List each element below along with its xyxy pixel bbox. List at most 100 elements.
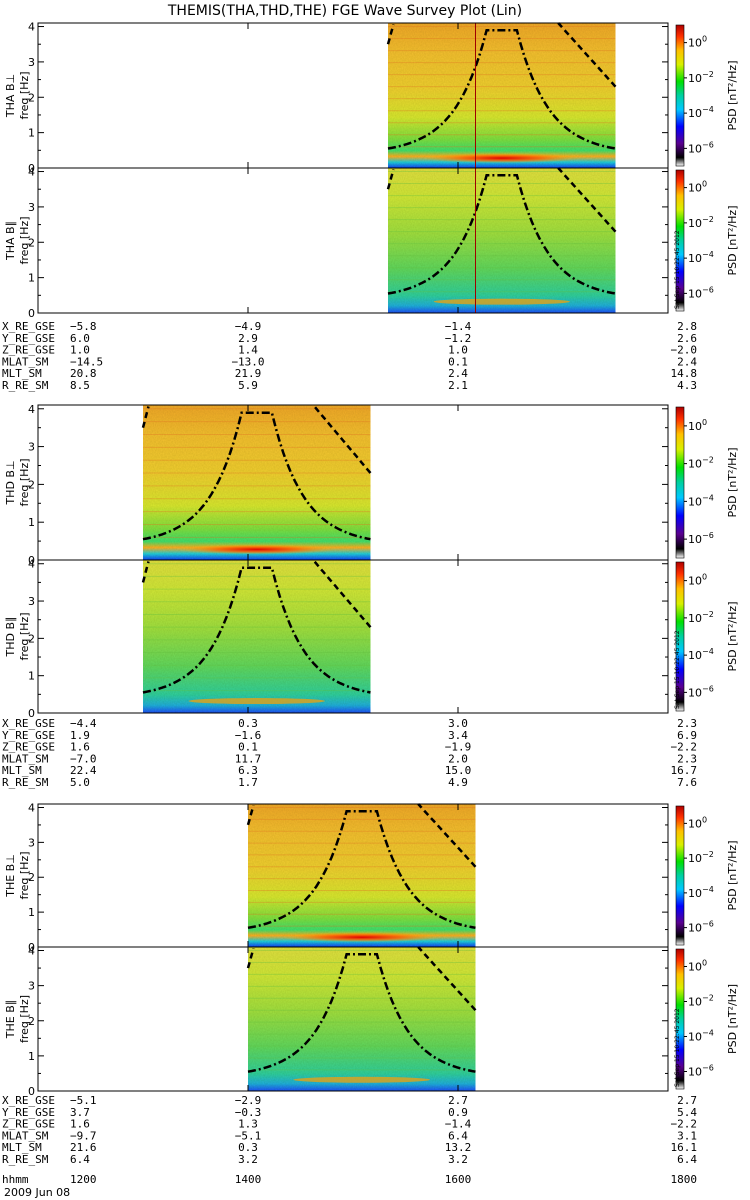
panel-frame	[37, 946, 669, 1092]
timestamp-stamp: Sat Sep 15 10:22:45 2012	[674, 230, 681, 309]
y-tick-label: 3	[28, 595, 35, 608]
ephemeris-value: 5.4	[677, 1106, 697, 1119]
colorbar-tick-label: 10−2	[688, 850, 714, 865]
ephemeris-value: 0.1	[238, 741, 258, 754]
colorbar	[675, 406, 685, 559]
ephemeris-value: −1.6	[235, 729, 262, 742]
y-tick-label: 3	[28, 836, 35, 849]
ephemeris-value: 1.0	[448, 344, 468, 357]
ephemeris-value: 2.7	[448, 1094, 468, 1107]
spectrogram-panel-tha-para: 0 1 2 3 4 THA B∥ freq [Hz]	[4, 166, 669, 320]
ephemeris-value: 6.4	[70, 1153, 90, 1166]
y-tick-label: 3	[28, 56, 35, 69]
colorbar-tick-label: 10−2	[688, 456, 714, 471]
ephemeris-row-name: Y_RE_GSE	[2, 332, 55, 345]
panel-frame	[37, 559, 669, 714]
ephemeris-value: 2.6	[677, 332, 697, 345]
spectrogram-data	[248, 947, 476, 1091]
ephemeris-row-name: MLAT_SM	[2, 355, 49, 368]
ephemeris-row-name: X_RE_GSE	[2, 320, 55, 333]
ephemeris-value: 4.3	[677, 379, 697, 392]
spectrogram-panel-the-perp: 0 1 2 3 4 THE B⊥ freq [Hz]	[4, 801, 669, 954]
ephemeris-value: 3.7	[70, 1106, 90, 1119]
ephemeris-value: 16.7	[671, 764, 698, 777]
colorbar-tick-label: 10−2	[688, 610, 714, 625]
colorbar	[675, 24, 685, 167]
y-tick-label: 3	[28, 980, 35, 993]
dashed-curve	[312, 404, 372, 474]
ephemeris-row-name: MLAT_SM	[2, 1129, 49, 1142]
ephemeris-value: 11.7	[235, 752, 262, 765]
spectrogram-panel-thd-perp: 0 1 2 3 4 THD B⊥ freq [Hz]	[4, 403, 669, 567]
dashed-curve	[246, 805, 255, 826]
colorbar-tick-label: 10−2	[688, 70, 714, 85]
timestamp-stamp: Sat Sep 15 10:22:45 2012	[674, 1008, 681, 1087]
ephemeris-row-name: Z_RE_GSE	[2, 1118, 55, 1131]
colorbar-label: PSD [nT²/Hz]	[726, 60, 739, 130]
dashed-curve	[141, 561, 150, 583]
spectrogram-data	[388, 168, 616, 313]
ephemeris-value: −2.0	[671, 344, 698, 357]
panel-label: THE B∥	[4, 1000, 17, 1039]
y-tick-label: 4	[28, 945, 35, 958]
y-tick-label: 0	[28, 554, 35, 567]
ephemeris-row-name: MLT_SM	[2, 367, 42, 380]
ephemeris-value: 7.6	[677, 776, 697, 789]
ephemeris-value: 3.4	[448, 729, 468, 742]
ephemeris-value: −2.2	[671, 1118, 698, 1131]
y-tick-label: 1	[28, 906, 35, 919]
ephemeris-value: −1.2	[445, 332, 472, 345]
colorbar-tick-label: 100	[688, 573, 707, 588]
ephemeris-value: −1.4	[445, 1118, 472, 1131]
y-tick-label: 3	[28, 441, 35, 454]
ephemeris-value: −5.1	[235, 1129, 262, 1142]
y-tick-label: 2	[28, 236, 35, 249]
dash-dot-curve	[387, 174, 616, 295]
ephemeris-value: 2.8	[677, 320, 697, 333]
y-tick-label: 2	[28, 871, 35, 884]
ephemeris-value: 0.3	[238, 1141, 258, 1154]
dash-dot-curve	[247, 809, 476, 930]
ephemeris-value: 3.2	[448, 1153, 468, 1166]
ephemeris-value: 3.2	[238, 1153, 258, 1166]
ephemeris-row-name: R_RE_SM	[2, 1153, 49, 1166]
colorbar	[675, 561, 685, 712]
y-tick-label: 4	[28, 558, 35, 571]
ephemeris-value: 2.7	[677, 1094, 697, 1107]
ephemeris-value: 13.2	[445, 1141, 472, 1154]
panel-label: THD B∥	[4, 616, 17, 657]
ephemeris-value: 14.8	[671, 367, 698, 380]
dashed-curve	[417, 946, 477, 1012]
chart-title: THEMIS(THA,THD,THE) FGE Wave Survey Plot…	[167, 3, 522, 19]
colorbar-tick-label: 100	[688, 815, 707, 830]
x-tick-label: 1200	[70, 1173, 97, 1186]
ephemeris-row-name: X_RE_GSE	[2, 717, 55, 730]
ephemeris-value: 1.0	[70, 344, 90, 357]
spectrogram-panel-thd-para: 0 1 2 3 4 THD B∥ freq [Hz]	[4, 558, 669, 720]
ephemeris-value: 6.3	[238, 764, 258, 777]
panel-label: THD B⊥	[4, 460, 17, 505]
y-tick-label: 4	[28, 166, 35, 179]
ephemeris-value: 2.3	[677, 752, 697, 765]
colorbar-tick-label: 10−6	[688, 684, 714, 699]
dashed-curve	[557, 22, 617, 88]
ephemeris-value: −2.9	[235, 1094, 262, 1107]
ephemeris-row-name: R_RE_SM	[2, 776, 49, 789]
panel-label: THA B⊥	[4, 74, 17, 118]
timestamp-stamp: Sat Sep 15 10:22:45 2012	[674, 630, 681, 709]
x-tick-label: 1800	[671, 1173, 698, 1186]
ephemeris-value: 5.9	[238, 379, 258, 392]
y-axis-label: freq [Hz]	[18, 851, 31, 899]
ephemeris-value: 20.8	[70, 367, 97, 380]
hot-band	[422, 153, 582, 164]
y-tick-label: 0	[28, 162, 35, 175]
y-tick-label: 1	[28, 670, 35, 683]
y-tick-label: 3	[28, 201, 35, 214]
dash-dot-curve	[387, 29, 616, 150]
ephemeris-value: 6.4	[677, 1153, 697, 1166]
colorbar-tick-label: 10−6	[688, 285, 714, 300]
x-axis-time-label: hhmm	[2, 1173, 29, 1186]
colorbar-tick-label: 10−6	[688, 140, 714, 155]
colorbar-tick-label: 10−4	[688, 647, 714, 662]
y-axis-label: freq [Hz]	[18, 216, 31, 264]
